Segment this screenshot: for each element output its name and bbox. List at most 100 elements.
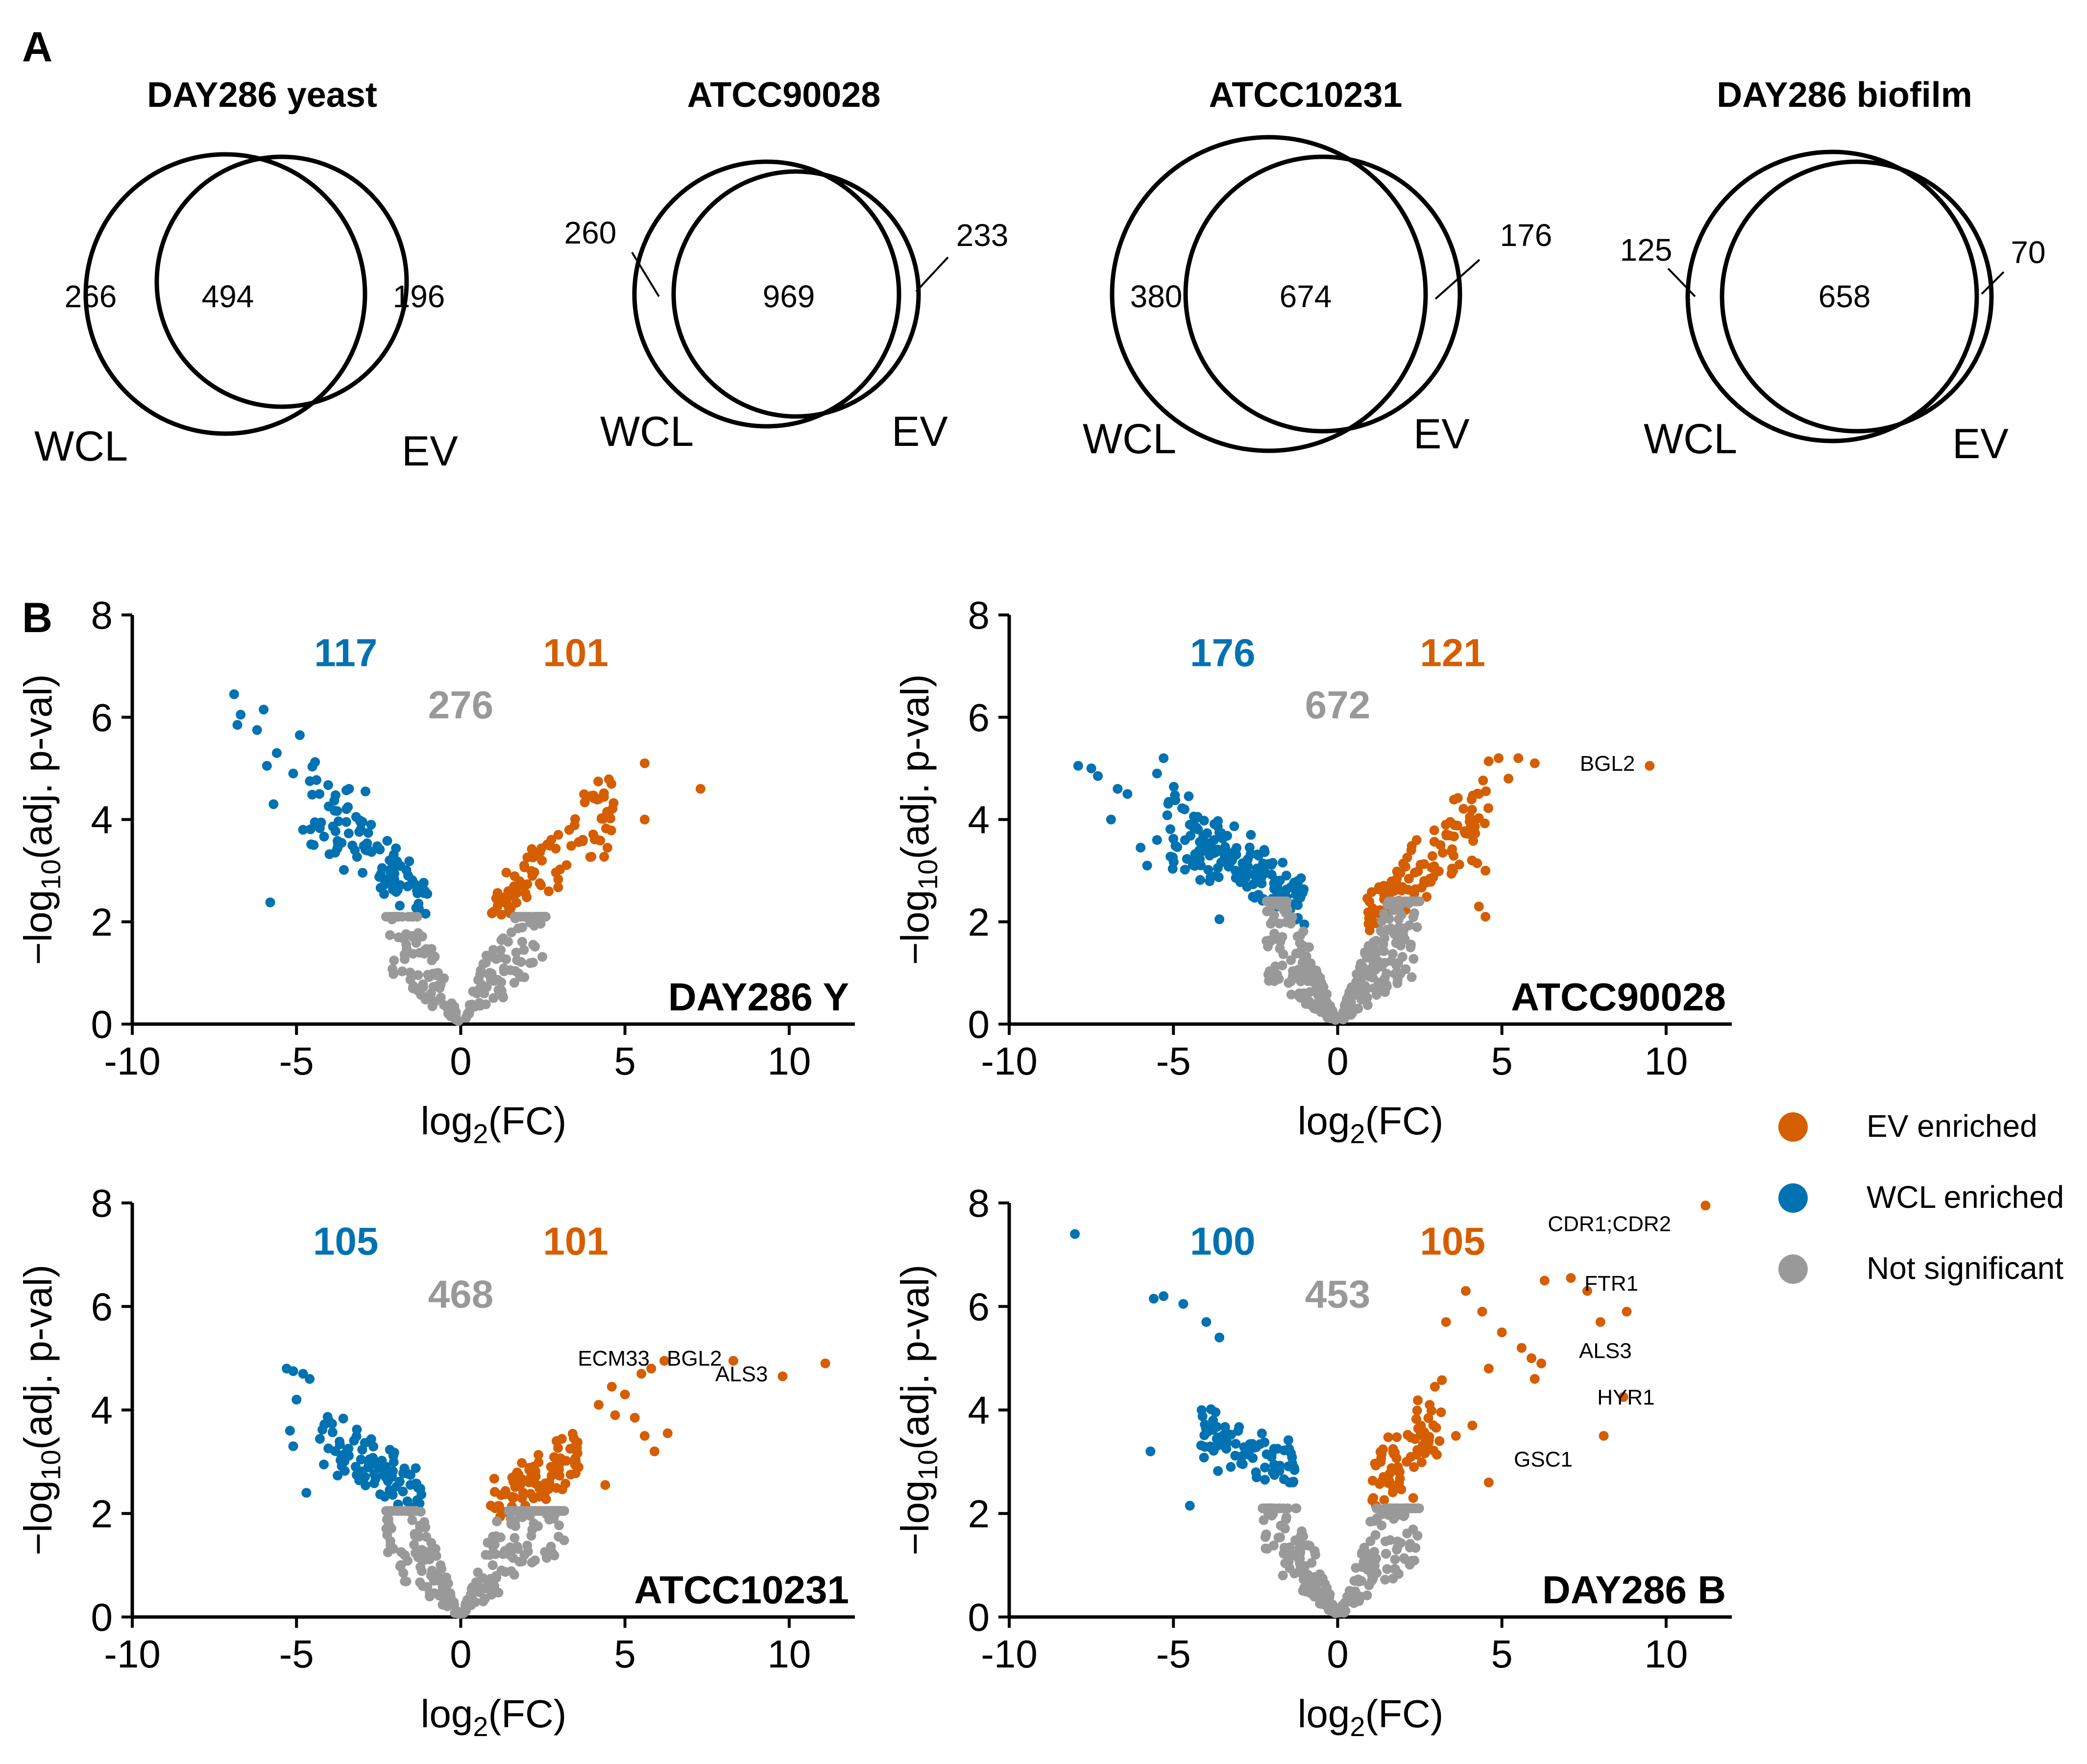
point-wcl — [315, 1434, 325, 1444]
point-ev — [1467, 1421, 1478, 1431]
point-ev — [541, 1494, 551, 1504]
point-ns — [421, 1532, 432, 1542]
point-ns — [549, 1550, 559, 1561]
point-wcl — [1159, 1291, 1169, 1301]
point-ns — [1362, 1000, 1373, 1010]
point-ev — [1416, 1421, 1426, 1431]
point-ev — [1437, 848, 1448, 858]
point-ev — [517, 1458, 527, 1468]
y-tick-label: 4 — [968, 798, 990, 842]
point-wcl — [1179, 804, 1189, 814]
point-ns — [397, 933, 408, 943]
point-ev — [662, 1428, 673, 1439]
point-ns — [475, 1587, 485, 1597]
point-ev — [1467, 855, 1477, 865]
point-ns — [481, 957, 491, 968]
point-ev — [1388, 1444, 1398, 1454]
point-ev — [1441, 820, 1451, 830]
point-wcl — [418, 878, 429, 888]
point-ns — [441, 1572, 452, 1583]
point-ev — [1539, 1275, 1550, 1286]
point-wcl — [305, 1374, 315, 1384]
venn-count-right-only: 196 — [393, 279, 445, 314]
point-wcl — [1195, 837, 1205, 847]
point-ev — [522, 879, 533, 889]
point-ns — [1275, 1532, 1286, 1543]
venn-circle-ev — [154, 154, 409, 409]
y-tick-label: 0 — [968, 1595, 990, 1639]
count-not-significant: 468 — [428, 1272, 493, 1316]
count-wcl-enriched: 117 — [314, 631, 377, 674]
point-ev — [1364, 925, 1375, 935]
point-ns — [446, 998, 457, 1008]
x-axis-title: log2(FC) — [421, 1099, 567, 1149]
point-ns — [516, 957, 526, 967]
point-wcl — [340, 1466, 350, 1476]
venn-count-left-only: 125 — [1620, 232, 1673, 268]
data-points — [229, 689, 705, 1026]
point-wcl — [1113, 784, 1123, 794]
point-wcl — [236, 710, 246, 720]
point-ns — [1316, 1599, 1327, 1609]
venn-circle-wcl — [83, 152, 367, 436]
venn-count-right-only: 70 — [2011, 235, 2045, 270]
count-wcl-enriched: 176 — [1190, 631, 1255, 674]
point-wcl — [1246, 830, 1256, 840]
point-ev — [1566, 1273, 1576, 1283]
point-ev — [1383, 1432, 1393, 1443]
point-ns — [509, 978, 519, 988]
point-ev — [594, 794, 604, 804]
point-ns — [1261, 1544, 1271, 1554]
point-ns — [511, 947, 521, 957]
point-ev — [543, 1484, 554, 1494]
point-ns — [1295, 1562, 1306, 1572]
legend-item-wcl: WCL enriched — [1778, 1179, 2064, 1215]
point-ev — [1373, 884, 1383, 895]
point-ns — [519, 945, 529, 955]
point-ns — [430, 997, 440, 1007]
point-ns — [1299, 1569, 1310, 1580]
x-tick-label: 5 — [1491, 1632, 1513, 1676]
point-wcl — [1206, 1404, 1216, 1414]
venn-label-wcl: WCL — [600, 408, 694, 455]
point-wcl — [1285, 1477, 1295, 1488]
point-ns — [420, 1522, 431, 1533]
point-wcl — [319, 1459, 329, 1470]
point-ns — [417, 1544, 427, 1555]
point-wcl — [1165, 852, 1176, 862]
count-ev-enriched: 121 — [1420, 631, 1485, 674]
point-ev — [1513, 753, 1524, 763]
point-ns — [413, 929, 423, 939]
point-ns — [401, 1576, 412, 1587]
point-ns — [461, 1013, 471, 1023]
point-wcl — [1216, 857, 1226, 867]
point-ns — [451, 1007, 461, 1017]
point-ns — [1269, 976, 1280, 986]
point-ns — [1396, 910, 1407, 920]
x-tick-label: 0 — [1327, 1039, 1349, 1083]
point-wcl — [1270, 876, 1281, 886]
point-wcl — [395, 880, 405, 890]
venn-label-wcl: WCL — [1083, 416, 1176, 463]
point-ns — [473, 1568, 483, 1578]
point-ns — [1268, 1541, 1279, 1551]
point-wcl — [375, 844, 385, 855]
y-tick-label: 2 — [968, 1492, 990, 1536]
point-ns — [1269, 910, 1279, 920]
point-ev — [501, 867, 511, 878]
venn-count-left-only: 266 — [65, 279, 117, 314]
point-ns — [1390, 1554, 1400, 1565]
point-ev — [534, 878, 545, 888]
point-ev — [1480, 818, 1490, 829]
y-tick-label: 2 — [91, 1492, 113, 1536]
point-wcl — [1203, 865, 1213, 875]
point-ns — [416, 1554, 427, 1565]
point-wcl — [1070, 1229, 1080, 1239]
point-ns — [385, 1536, 395, 1546]
point-wcl — [298, 1369, 308, 1379]
legend-label-wcl: WCL enriched — [1867, 1179, 2064, 1215]
point-ns — [440, 1581, 450, 1592]
point-ev — [1441, 1317, 1451, 1327]
point-wcl — [1086, 763, 1096, 774]
point-ev — [1423, 1413, 1433, 1423]
